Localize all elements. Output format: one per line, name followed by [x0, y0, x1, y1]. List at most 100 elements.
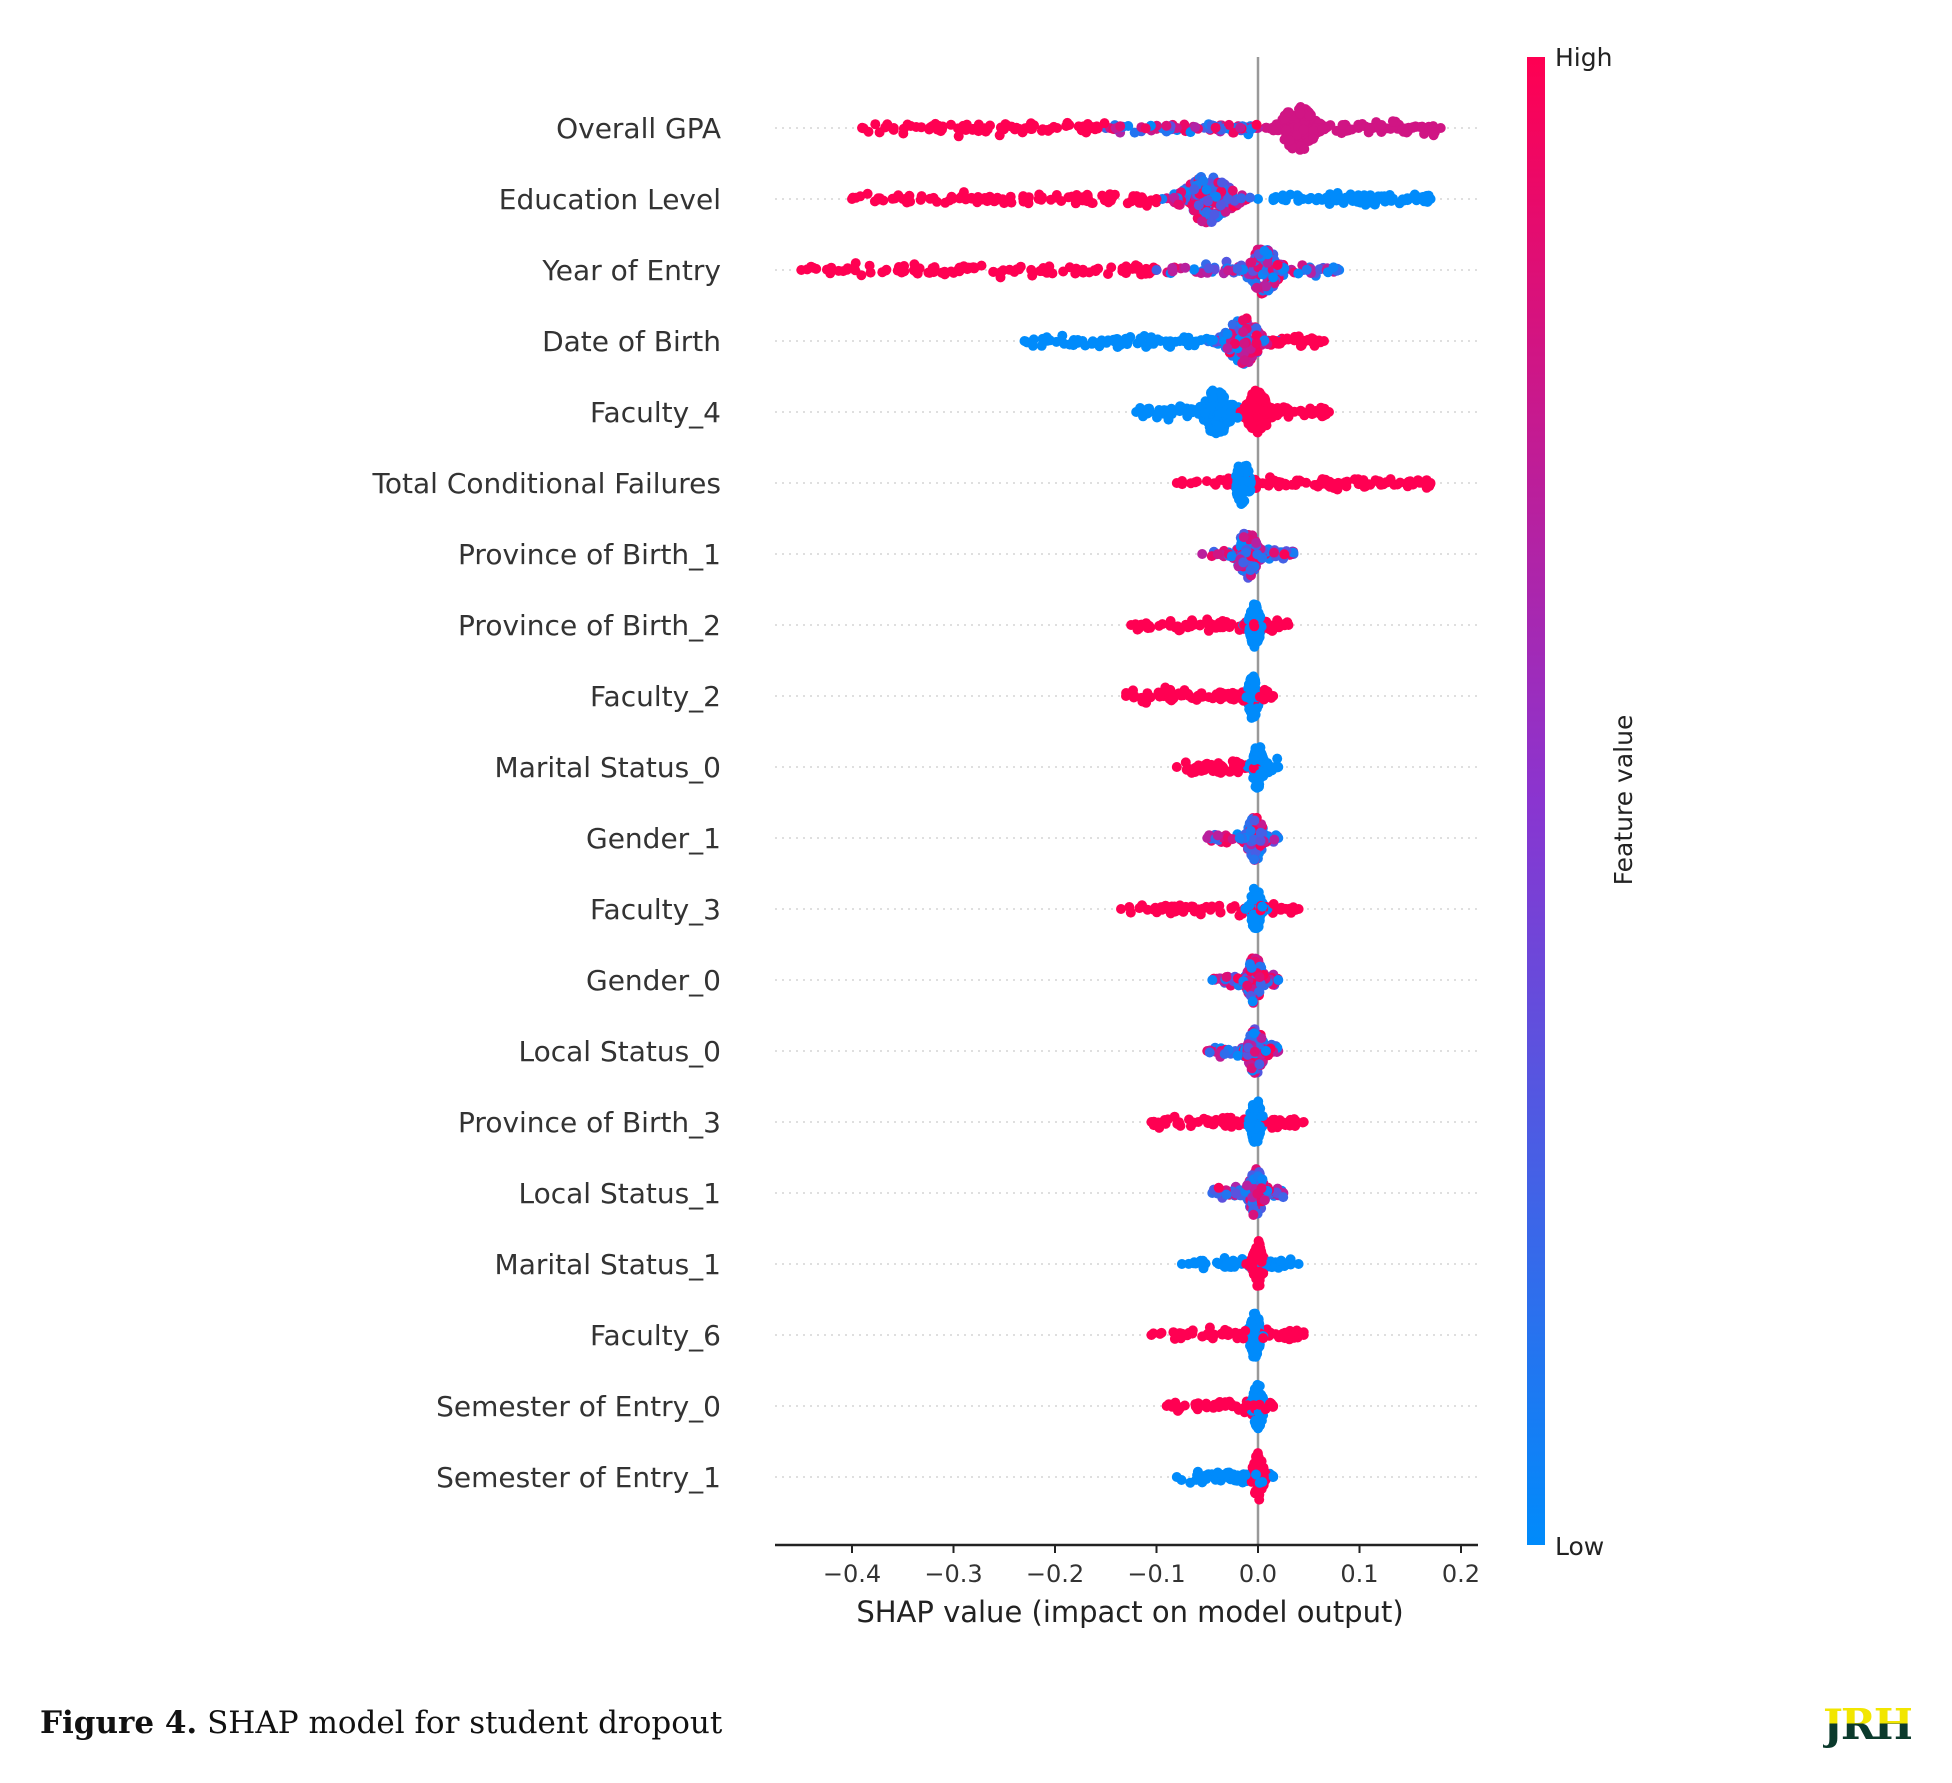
shap-point — [1027, 270, 1038, 281]
shap-point — [1105, 189, 1115, 200]
shap-point — [1126, 620, 1137, 630]
shap-point — [1167, 1401, 1178, 1412]
shap-point — [1299, 144, 1310, 154]
shap-point — [1216, 1469, 1227, 1480]
shap-point — [1336, 128, 1347, 139]
shap-point — [1247, 708, 1257, 719]
shap-point — [916, 122, 927, 133]
shap-point — [1187, 693, 1198, 704]
shap-point — [1246, 1318, 1256, 1328]
shap-point — [1141, 618, 1152, 629]
shap-point — [1256, 423, 1267, 434]
shap-point — [1199, 408, 1210, 419]
shap-point — [1293, 191, 1304, 202]
shap-point — [1297, 1117, 1308, 1128]
shap-point — [1023, 122, 1034, 132]
shap-point — [1295, 108, 1306, 119]
shap-point — [1193, 200, 1204, 211]
shap-point — [1251, 1133, 1262, 1144]
shap-point — [1267, 620, 1278, 631]
shap-point — [1204, 1047, 1215, 1058]
feature-label: Province of Birth_2 — [458, 609, 721, 642]
shap-point — [1130, 260, 1141, 271]
shap-point — [1179, 119, 1190, 130]
shap-point — [1254, 1059, 1265, 1070]
shap-point — [1136, 692, 1147, 703]
shap-point — [1226, 1399, 1237, 1410]
shap-point — [1395, 477, 1406, 488]
shap-point — [1239, 338, 1250, 349]
shap-point — [1179, 685, 1190, 696]
shap-point — [1254, 972, 1265, 983]
shap-point — [1226, 619, 1237, 630]
shap-point — [1226, 551, 1237, 562]
shap-point — [1207, 385, 1218, 396]
shap-point — [1293, 1259, 1304, 1269]
shap-point — [1234, 1120, 1244, 1131]
shap-point — [1210, 122, 1221, 133]
shap-point — [1418, 191, 1429, 202]
shap-point — [1035, 265, 1046, 276]
shap-point — [1245, 192, 1255, 203]
shap-point — [1175, 401, 1186, 412]
shap-point — [961, 119, 972, 130]
shap-point — [1257, 901, 1268, 912]
x-tick-label: −0.1 — [1127, 1560, 1185, 1588]
feature-label: Faculty_3 — [590, 893, 721, 926]
shap-point — [1256, 394, 1267, 405]
shap-point — [1153, 687, 1164, 698]
shap-point — [1339, 193, 1350, 204]
feature-label: Local Status_0 — [518, 1035, 721, 1068]
shap-point — [1189, 184, 1200, 195]
shap-point — [1234, 494, 1244, 505]
shap-point — [1284, 135, 1295, 146]
shap-point — [1260, 122, 1271, 133]
shap-point — [1195, 1255, 1206, 1266]
shap-point — [898, 194, 909, 205]
shap-point — [1242, 407, 1253, 417]
shap-point — [1206, 217, 1217, 227]
shap-point — [1264, 407, 1275, 418]
shap-point — [1009, 266, 1020, 277]
feature-label: Date of Birth — [542, 325, 721, 358]
shap-point — [1243, 414, 1254, 425]
beeswarm-points — [796, 102, 1446, 1505]
shap-point — [948, 267, 959, 278]
shap-point — [1246, 1112, 1257, 1123]
shap-point — [888, 124, 899, 135]
shap-point — [850, 258, 861, 269]
x-tick-label: −0.3 — [924, 1560, 982, 1588]
shap-point — [1269, 547, 1279, 558]
shap-point — [1244, 1121, 1255, 1132]
feature-label: Marital Status_0 — [495, 751, 721, 784]
shap-point — [1231, 1188, 1241, 1199]
shap-point — [1057, 330, 1068, 341]
shap-point — [1206, 334, 1217, 345]
shap-point — [1217, 407, 1227, 418]
shap-point — [1209, 209, 1220, 220]
shap-point — [1129, 127, 1140, 138]
shap-point — [1190, 767, 1201, 777]
shap-point — [1201, 184, 1212, 195]
shap-point — [1159, 405, 1170, 416]
shap-point — [1121, 691, 1131, 701]
shap-point — [1131, 407, 1142, 417]
shap-point — [1255, 769, 1266, 779]
shap-point — [1178, 903, 1189, 914]
shap-point — [1283, 620, 1294, 630]
shap-point — [1249, 1028, 1260, 1039]
shap-point — [1252, 1454, 1263, 1464]
shap-point — [1142, 408, 1153, 419]
shap-point — [996, 123, 1007, 134]
shap-point — [1211, 1257, 1222, 1268]
shap-point — [1232, 466, 1243, 476]
shap-point — [1212, 830, 1223, 841]
shap-point — [1301, 264, 1312, 275]
colorbar-high-label: High — [1555, 43, 1612, 72]
shap-point — [1124, 902, 1135, 912]
x-tick-label: 0.0 — [1239, 1560, 1277, 1588]
shap-point — [1251, 338, 1262, 349]
shap-point — [1224, 1119, 1235, 1130]
shap-point — [1328, 483, 1339, 493]
x-axis-ticks: −0.4 −0.3 −0.2 −0.1 0.0 0.1 0.2 — [823, 1545, 1480, 1588]
